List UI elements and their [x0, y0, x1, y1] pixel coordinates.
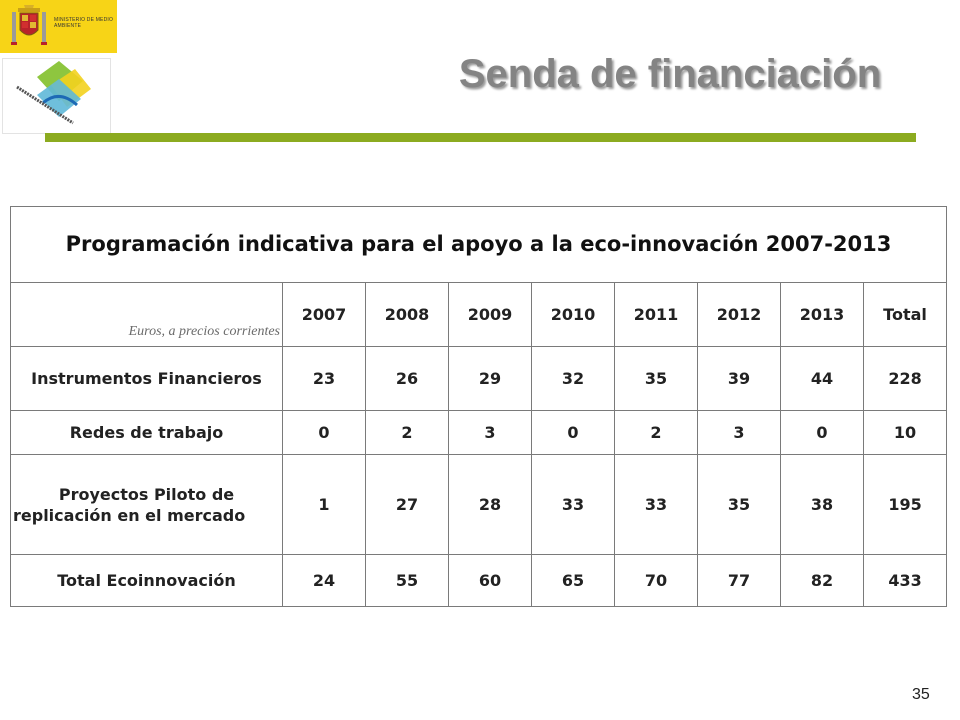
table-cell: 70 [614, 554, 698, 607]
table-cell: 28 [448, 454, 532, 555]
table-cell: 29 [448, 346, 532, 411]
ministry-name: MINISTERIO DE MEDIO AMBIENTE [54, 17, 114, 29]
table-cell: 433 [862, 554, 948, 607]
unit-label: Euros, a precios corrientes [10, 282, 283, 347]
table-cell: 33 [614, 454, 698, 555]
table-cell: 32 [531, 346, 615, 411]
table-cell: 10 [862, 410, 948, 455]
table-cell: 3 [448, 410, 532, 455]
table-cell: 1 [282, 454, 366, 555]
table-row: Instrumentos Financieros 23 26 29 32 35 … [10, 346, 948, 411]
table-cell: 23 [282, 346, 366, 411]
eco-diamond-logo-icon [16, 61, 91, 125]
table-cell: 60 [448, 554, 532, 607]
table-cell: 2 [365, 410, 449, 455]
table-cell: 0 [780, 410, 864, 455]
row-label: Proyectos Piloto de replicación en el me… [10, 454, 283, 555]
table-cell: 0 [531, 410, 615, 455]
slide-title: Senda de financiación [458, 52, 882, 96]
table-cell: 24 [282, 554, 366, 607]
table-cell: 27 [365, 454, 449, 555]
table-cell: 2 [614, 410, 698, 455]
table-cell: 35 [697, 454, 781, 555]
table-cell: 44 [780, 346, 864, 411]
column-header: 2013 [780, 282, 864, 347]
table-cell: 65 [531, 554, 615, 607]
column-header: 2012 [697, 282, 781, 347]
row-label: Instrumentos Financieros [10, 346, 283, 411]
column-header: 2008 [365, 282, 449, 347]
title-divider [45, 133, 916, 142]
ministry-logo: MINISTERIO DE MEDIO AMBIENTE [0, 0, 117, 53]
column-header: 2011 [614, 282, 698, 347]
funding-table: Programación indicativa para el apoyo a … [9, 206, 948, 607]
table-row: Redes de trabajo 0 2 3 0 2 3 0 10 [10, 410, 948, 455]
table-cell: 26 [365, 346, 449, 411]
table-cell: 3 [697, 410, 781, 455]
table-cell: 82 [780, 554, 864, 607]
column-header: Total [862, 282, 948, 347]
table-cell: 77 [697, 554, 781, 607]
page-number: 35 [912, 686, 930, 703]
column-header: 2007 [282, 282, 366, 347]
table-cell: 228 [862, 346, 948, 411]
table-header-row: Euros, a precios corrientes 2007 2008 20… [10, 282, 948, 347]
column-header: 2009 [448, 282, 532, 347]
row-label: Redes de trabajo [10, 410, 283, 455]
table-row: Proyectos Piloto de replicación en el me… [10, 454, 948, 555]
table-caption: Programación indicativa para el apoyo a … [9, 206, 948, 283]
table-cell: 35 [614, 346, 698, 411]
coat-of-arms-icon [11, 5, 47, 45]
table-cell: 0 [282, 410, 366, 455]
table-cell: 38 [780, 454, 864, 555]
table-cell: 33 [531, 454, 615, 555]
table-cell: 55 [365, 554, 449, 607]
eco-logo [2, 58, 111, 134]
table-cell: 39 [697, 346, 781, 411]
row-label: Total Ecoinnovación [10, 554, 283, 607]
table-cell: 195 [862, 454, 948, 555]
column-header: 2010 [531, 282, 615, 347]
table-row: Total Ecoinnovación 24 55 60 65 70 77 82… [10, 554, 948, 607]
